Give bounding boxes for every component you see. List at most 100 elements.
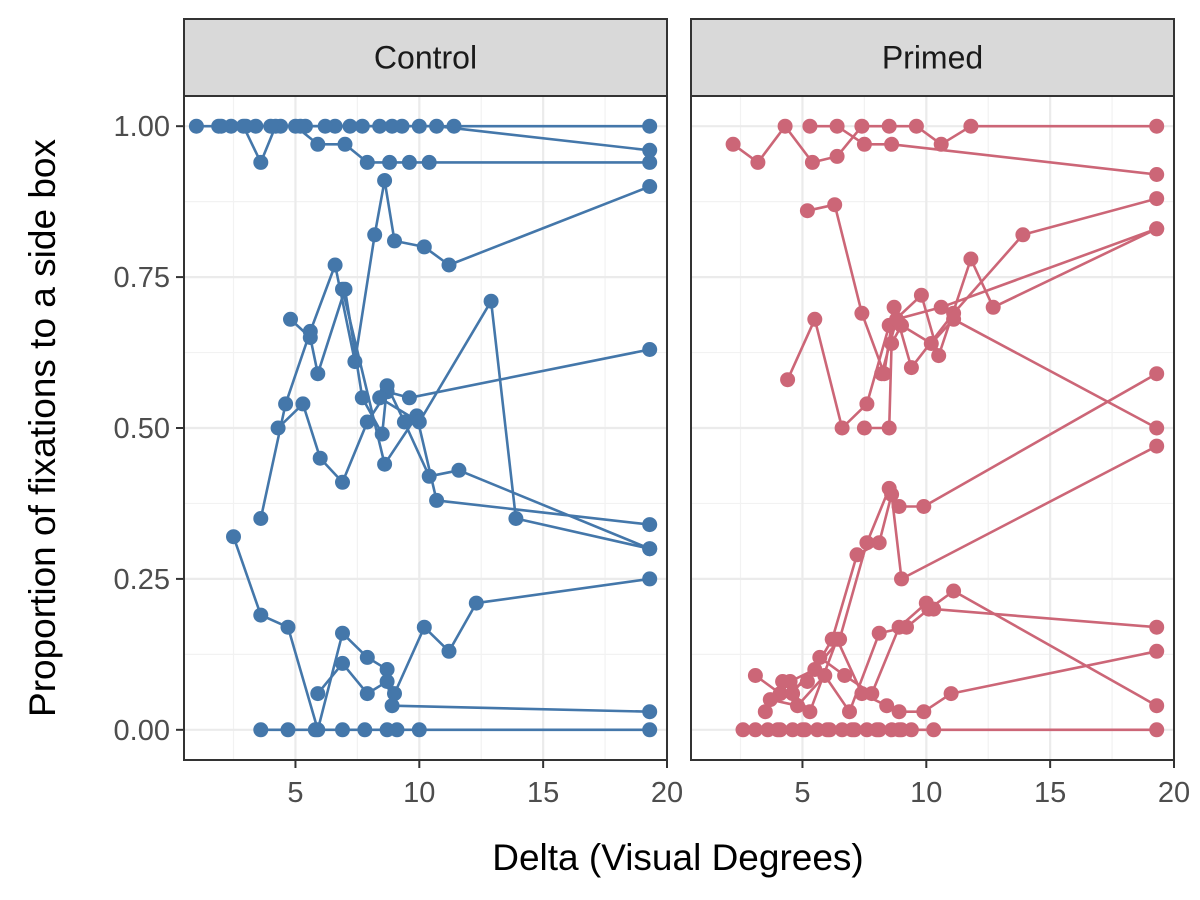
y-tick-label: 0.00 <box>114 715 170 747</box>
data-point <box>871 625 887 641</box>
data-point <box>1149 722 1165 738</box>
data-point <box>367 227 383 243</box>
data-point <box>253 154 269 170</box>
data-point <box>642 342 658 357</box>
data-point <box>837 668 853 683</box>
data-point <box>307 722 323 738</box>
x-tick-label: 10 <box>910 777 942 809</box>
data-point <box>342 118 358 134</box>
data-point <box>854 305 870 321</box>
data-point <box>757 704 773 720</box>
data-point <box>829 118 845 134</box>
data-point <box>889 311 905 327</box>
data-point <box>359 414 375 430</box>
data-point <box>780 372 796 388</box>
data-point <box>416 239 432 255</box>
data-point <box>384 698 400 714</box>
series-6 <box>874 221 1165 382</box>
data-point <box>327 257 343 273</box>
data-point <box>389 722 405 738</box>
data-point <box>891 722 907 738</box>
data-point <box>253 607 269 623</box>
facet-strip-label: Control <box>374 40 477 76</box>
data-point <box>379 674 395 689</box>
data-point <box>188 118 204 134</box>
data-point <box>446 118 462 134</box>
series-2 <box>213 118 658 170</box>
x-tick-label: 15 <box>527 777 559 809</box>
panels-layer: Control 5 10 15 20 0.00 0.25 0.50 0.75 1.00 Primed… <box>114 18 1190 809</box>
data-point <box>747 722 763 738</box>
data-point <box>807 311 823 327</box>
x-tick-label: 20 <box>1158 777 1190 809</box>
data-point <box>359 686 375 702</box>
data-point <box>310 686 326 702</box>
data-point <box>302 330 318 345</box>
data-point <box>642 154 658 170</box>
data-point <box>317 118 333 134</box>
x-axis-title: Delta (Visual Degrees) <box>492 837 864 878</box>
data-point <box>1149 420 1165 436</box>
data-point <box>429 492 445 508</box>
panel-border <box>690 95 1175 761</box>
data-point <box>1149 619 1165 635</box>
data-point <box>401 154 417 170</box>
data-point <box>903 360 919 376</box>
data-point <box>881 118 897 134</box>
data-point <box>357 722 373 738</box>
data-point <box>310 136 326 152</box>
data-point <box>884 486 900 502</box>
data-point <box>253 722 269 738</box>
data-point <box>854 686 870 702</box>
data-point <box>1149 191 1165 207</box>
y-tick-label: 0.75 <box>114 262 170 294</box>
data-point <box>483 293 499 309</box>
series-line <box>786 227 1158 430</box>
data-point <box>263 118 279 134</box>
series-11 <box>775 631 1165 720</box>
data-point <box>278 396 294 412</box>
data-point <box>310 366 326 382</box>
data-point <box>335 655 350 671</box>
data-point <box>859 396 875 412</box>
data-point <box>985 299 1001 315</box>
data-point <box>923 336 939 351</box>
data-point <box>946 311 962 327</box>
data-point <box>834 420 850 436</box>
data-point <box>451 462 467 478</box>
data-point <box>372 390 388 406</box>
data-point <box>854 118 870 134</box>
facet-strip-label: Primed <box>882 40 983 76</box>
data-point <box>725 136 741 152</box>
data-point <box>802 118 818 134</box>
data-point <box>382 154 398 170</box>
y-axis-title: Proportion of fixations to a side box <box>22 139 63 717</box>
data-point <box>280 619 296 635</box>
series-10 <box>310 655 658 720</box>
data-point <box>943 686 959 702</box>
data-point <box>869 722 885 738</box>
data-point <box>842 704 857 720</box>
data-point <box>411 722 427 738</box>
data-point <box>335 281 350 297</box>
data-point <box>894 571 909 587</box>
data-point <box>280 722 296 738</box>
data-point <box>429 118 445 134</box>
data-point <box>359 154 375 170</box>
panel-control: Control 5 10 15 20 0.00 0.25 0.50 0.75 1.00 <box>114 18 683 809</box>
data-point <box>642 517 658 533</box>
data-point <box>963 251 979 267</box>
series-4 <box>253 173 658 526</box>
series-11 <box>253 722 658 738</box>
data-point <box>916 704 932 720</box>
data-point <box>881 420 897 436</box>
data-point <box>908 118 924 134</box>
data-point <box>337 136 353 152</box>
data-point <box>359 649 375 665</box>
data-point <box>1149 698 1165 714</box>
data-point <box>416 619 432 635</box>
data-point <box>377 173 393 188</box>
data-point <box>1149 366 1165 382</box>
data-point <box>891 499 907 514</box>
